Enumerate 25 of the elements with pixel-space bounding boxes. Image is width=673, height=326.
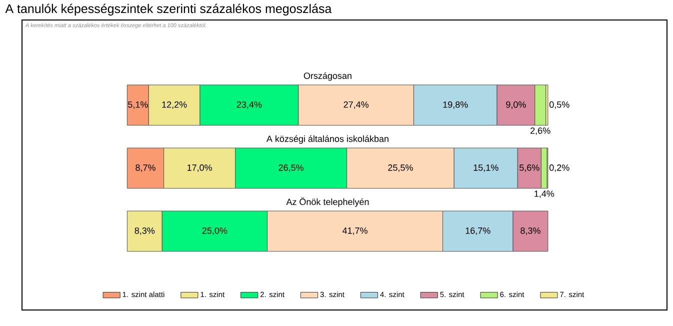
data-label: 5,1% — [128, 101, 148, 109]
data-label: 12,2% — [162, 101, 187, 109]
data-label: 15,1% — [474, 164, 498, 172]
data-label: 9,0% — [506, 101, 526, 109]
y-tick-label: Országosan — [304, 72, 352, 81]
chart-title: A tanulók képességszintek szerinti százalékos megoszlása — [5, 4, 332, 16]
y-tick-label: Az Önök telephelyén — [286, 197, 369, 207]
data-label: 5,6% — [520, 164, 540, 172]
data-label: 8,3% — [520, 227, 540, 235]
data-label: 0,2% — [549, 164, 570, 172]
data-label: 8,3% — [134, 227, 155, 235]
data-label: 8,7% — [136, 164, 156, 172]
data-label: 16,7% — [466, 227, 490, 235]
data-label: 2,6% — [530, 127, 550, 135]
data-label: 41,7% — [342, 227, 368, 235]
data-label: 19,8% — [443, 101, 468, 109]
data-label: 26,5% — [278, 164, 304, 172]
data-label: 1,4% — [534, 190, 554, 198]
data-label: 17,0% — [187, 164, 212, 172]
y-tick-label: A községi általános iskolákban — [266, 135, 388, 144]
data-label: 0,5% — [549, 101, 570, 109]
data-label: 25,0% — [202, 227, 228, 235]
data-label: 25,5% — [388, 164, 413, 172]
data-label: 27,4% — [344, 101, 369, 109]
data-label: 23,4% — [236, 101, 262, 109]
